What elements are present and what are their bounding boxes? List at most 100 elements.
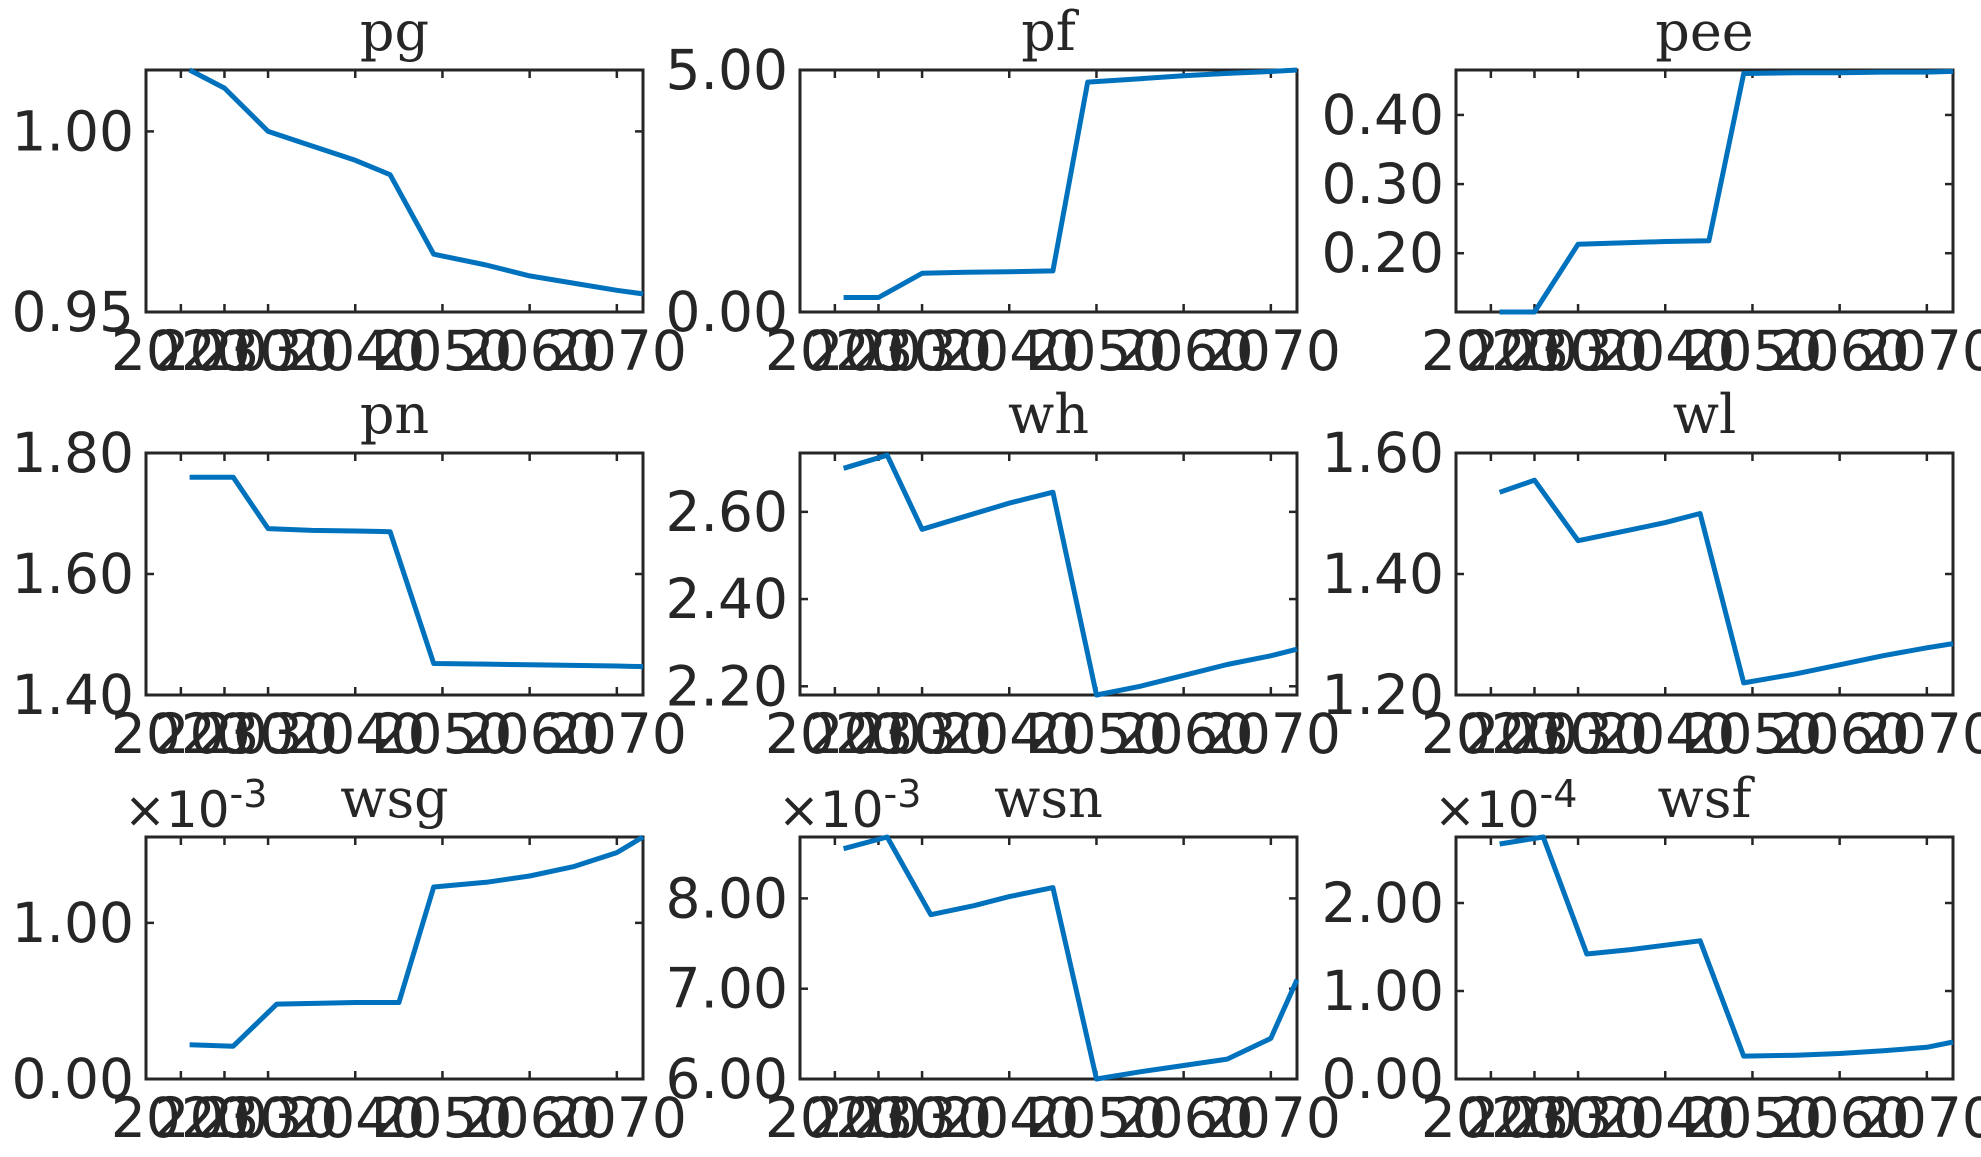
- x-tick-label: 2040: [285, 319, 425, 383]
- y-tick-label: 5.00: [666, 38, 788, 102]
- y-tick-label: 1.80: [12, 421, 134, 485]
- x-tick-label: 2020: [765, 319, 905, 383]
- y-tick-label: 1.00: [12, 99, 134, 163]
- x-tick-label: 2020: [111, 319, 251, 383]
- axis-multiplier: ×10-3: [124, 772, 267, 839]
- x-tick-label: 2030: [1508, 702, 1648, 766]
- y-tick-label: 6.00: [666, 1047, 788, 1111]
- x-tick-label: 2060: [460, 319, 600, 383]
- y-tick-label: 0.00: [1322, 1047, 1444, 1111]
- axes-frame: [1454, 68, 1955, 314]
- x-tick-label: 2050: [1682, 319, 1822, 383]
- y-tick-label: 2.60: [666, 480, 788, 544]
- x-tick-label: 2030: [154, 319, 294, 383]
- x-tick-label: 2040: [1595, 702, 1735, 766]
- y-tick-label: 0.00: [12, 1047, 134, 1111]
- x-tick-label: 2040: [939, 702, 1079, 766]
- y-tick-label: 1.60: [1322, 421, 1444, 485]
- x-tick-label: 2060: [1114, 1086, 1254, 1150]
- y-tick-label: 1.60: [12, 542, 134, 606]
- axes-frame: [798, 451, 1299, 697]
- series-line-pg: [188, 67, 644, 297]
- y-tick-label: 8.00: [666, 866, 788, 930]
- x-tick-label: 2040: [1595, 319, 1735, 383]
- x-tick-label: 2030: [1508, 1086, 1648, 1150]
- x-tick-label: 2070: [1201, 1086, 1341, 1150]
- x-tick-label: 2060: [460, 702, 600, 766]
- x-tick-label: 2060: [1770, 702, 1910, 766]
- y-tick-label: 0.00: [666, 280, 788, 344]
- x-tick-label: 2060: [1770, 319, 1910, 383]
- multiplier-exponent: -3: [884, 772, 922, 816]
- panel-title: wsg: [340, 767, 449, 830]
- y-tick-label: 2.00: [1322, 871, 1444, 935]
- x-tick-label: 2030: [808, 1086, 948, 1150]
- y-tick-label: 2.20: [666, 654, 788, 718]
- series-line-pf: [843, 67, 1298, 300]
- y-tick-label: 0.95: [12, 280, 134, 344]
- x-tick-label: 2050: [1026, 1086, 1166, 1150]
- x-tick-label: 2050: [1682, 1086, 1822, 1150]
- axis-multiplier: ×10-3: [778, 772, 921, 839]
- x-tick-label: 2060: [1114, 319, 1254, 383]
- x-tick-label: 2020: [765, 1086, 905, 1150]
- x-tick-label: 2040: [285, 1086, 425, 1150]
- x-tick-label: 2040: [939, 1086, 1079, 1150]
- series-line-wh: [842, 452, 1298, 698]
- panel-title: wsn: [994, 767, 1103, 830]
- multiplier-exponent: -4: [1540, 772, 1578, 816]
- x-tick-label: 2050: [372, 319, 512, 383]
- x-tick-label: 2030: [1464, 1086, 1604, 1150]
- x-tick-label: 2030: [1508, 319, 1648, 383]
- panel-title: wh: [1008, 383, 1089, 446]
- multiplier-base: ×10: [1434, 781, 1540, 839]
- multiplier-base: ×10: [124, 781, 230, 839]
- axis-multiplier: ×10-4: [1434, 772, 1577, 839]
- y-tick-label: 7.00: [666, 957, 788, 1021]
- series-line-wsg: [189, 834, 645, 1049]
- x-tick-label: 2030: [808, 319, 948, 383]
- x-tick-label: 2020: [111, 1086, 251, 1150]
- x-tick-label: 2070: [1201, 319, 1341, 383]
- x-tick-label: 2070: [1201, 702, 1341, 766]
- axes-frame: [144, 68, 645, 314]
- y-tick-label: 1.40: [12, 663, 134, 727]
- multiplier-exponent: -3: [230, 772, 268, 816]
- x-tick-label: 2030: [852, 319, 992, 383]
- axes-frame: [798, 835, 1299, 1081]
- x-tick-label: 2030: [154, 702, 294, 766]
- x-tick-label: 2050: [372, 702, 512, 766]
- axes-frame: [798, 68, 1299, 314]
- x-tick-label: 2050: [1682, 702, 1822, 766]
- x-tick-label: 2060: [460, 1086, 600, 1150]
- x-tick-label: 2070: [547, 319, 687, 383]
- x-tick-label: 2050: [1026, 319, 1166, 383]
- multiplier-base: ×10: [778, 781, 884, 839]
- x-tick-label: 2060: [1770, 1086, 1910, 1150]
- x-tick-label: 2070: [547, 1086, 687, 1150]
- y-tick-label: 1.40: [1322, 542, 1444, 606]
- x-tick-label: 2030: [1464, 319, 1604, 383]
- x-tick-label: 2060: [1114, 702, 1254, 766]
- x-tick-label: 2050: [1026, 702, 1166, 766]
- y-tick-label: 0.30: [1322, 152, 1444, 216]
- x-tick-label: 2030: [808, 702, 948, 766]
- x-tick-label: 2020: [1421, 1086, 1561, 1150]
- axes-frame: [144, 835, 645, 1081]
- x-tick-label: 2030: [154, 1086, 294, 1150]
- x-tick-label: 2040: [1595, 1086, 1735, 1150]
- x-tick-label: 2040: [939, 319, 1079, 383]
- x-tick-label: 2050: [372, 1086, 512, 1150]
- x-tick-label: 2020: [1421, 702, 1561, 766]
- x-tick-label: 2070: [547, 702, 687, 766]
- panel-title: pn: [360, 383, 429, 446]
- y-tick-label: 1.00: [1322, 959, 1444, 1023]
